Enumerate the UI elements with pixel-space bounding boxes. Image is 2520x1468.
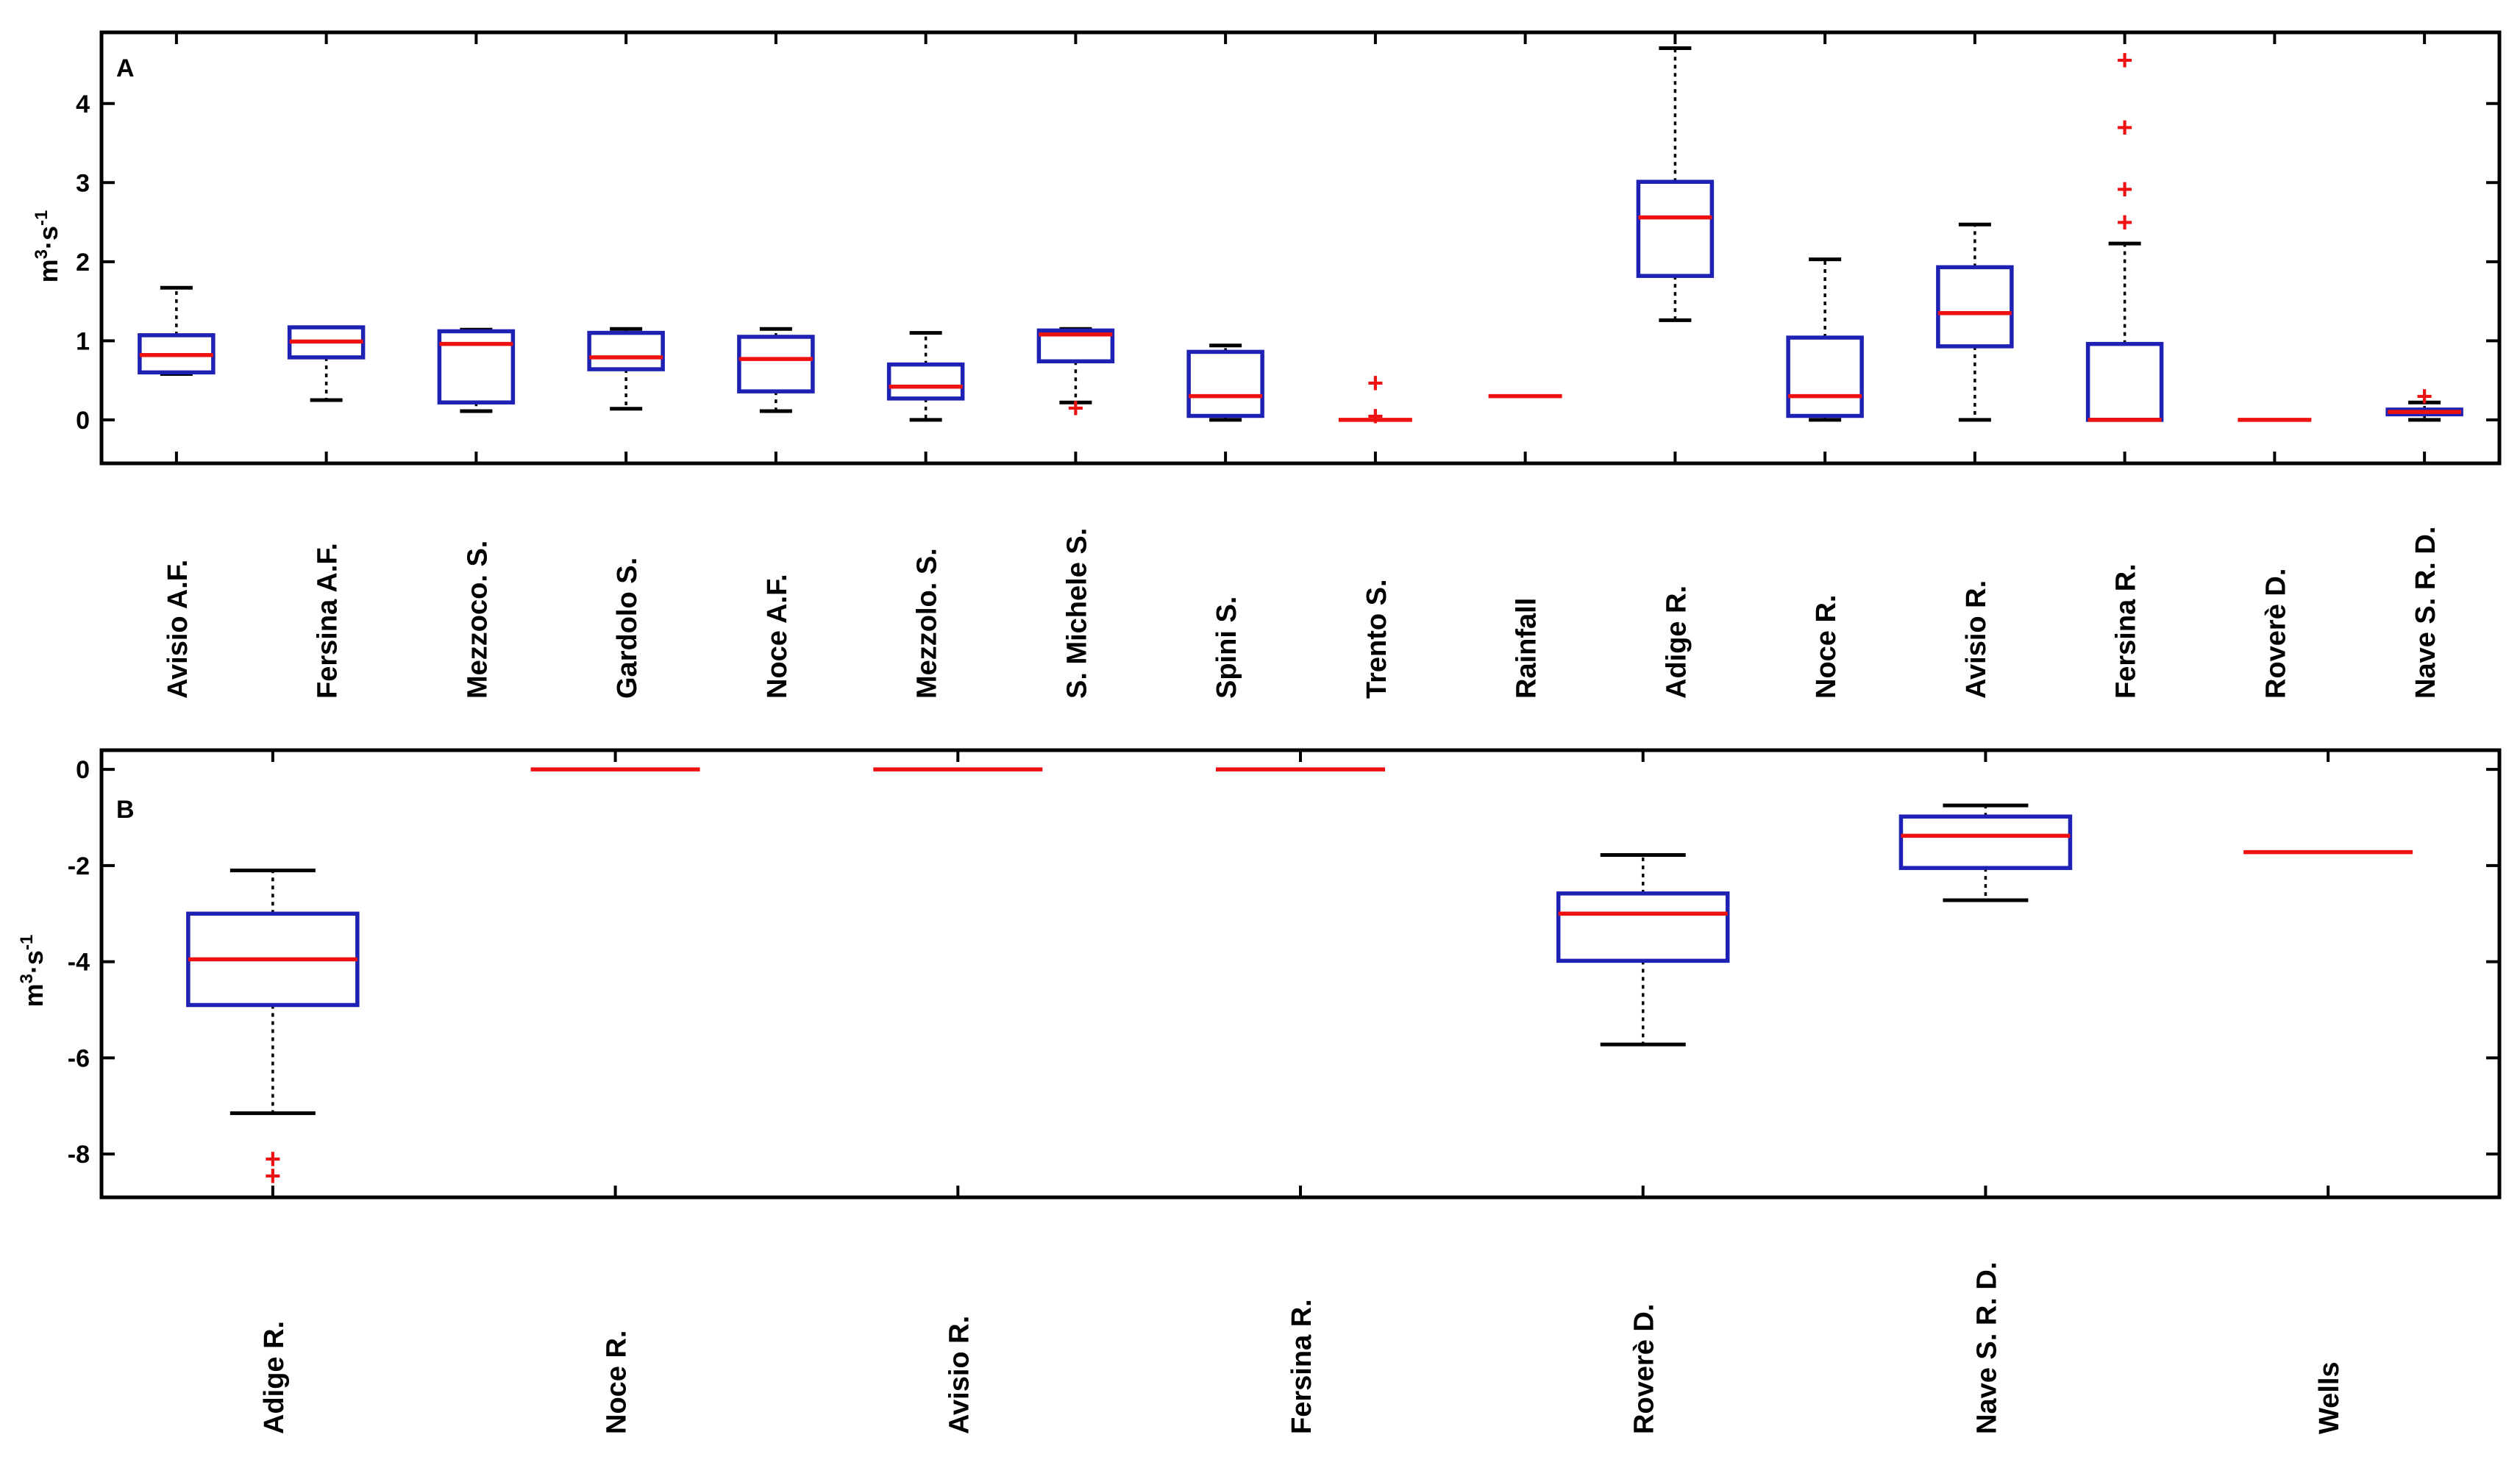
box-a-8: ++ bbox=[1338, 368, 1412, 432]
box-a-13: ++++ bbox=[2085, 46, 2164, 422]
panel-a-tag: A bbox=[116, 54, 135, 82]
box-a-10 bbox=[1636, 46, 1715, 322]
iqr-box bbox=[437, 329, 516, 405]
outlier-marker: + bbox=[2117, 113, 2133, 143]
panel-a-ytick-label: 3 bbox=[76, 169, 90, 197]
panel-b: 0 -2 -4 -6 -8 Bm3·s-1 ++ Adige R. Noce R. Avisio … bbox=[17, 748, 2502, 1434]
iqr-box bbox=[1898, 814, 2073, 870]
category-label: Noce A.F. bbox=[762, 574, 793, 699]
box-a-5 bbox=[886, 331, 965, 422]
box-a-11 bbox=[1786, 257, 1864, 422]
category-label: Noce R. bbox=[1811, 595, 1842, 699]
box-a-4 bbox=[737, 327, 815, 413]
box-a-3 bbox=[587, 327, 665, 411]
iqr-box bbox=[1186, 349, 1264, 418]
box-a-0 bbox=[138, 285, 216, 376]
panel-b-ylabel: m3·s-1 bbox=[17, 935, 49, 1008]
category-label: Fersina R. bbox=[2111, 563, 2142, 699]
category-label: Avisio R. bbox=[1961, 580, 1992, 699]
outlier-marker: + bbox=[265, 1144, 281, 1175]
box-a-6: + bbox=[1036, 327, 1115, 424]
iqr-box bbox=[1036, 328, 1115, 364]
outlier-marker: + bbox=[1367, 401, 1384, 432]
category-label: Rainfall bbox=[1512, 598, 1542, 699]
iqr-box bbox=[886, 362, 965, 401]
category-label: Mezzoco. S. bbox=[462, 541, 493, 699]
box-b-0: ++ bbox=[186, 868, 360, 1192]
panel-b-tag: B bbox=[116, 796, 135, 824]
box-a-2 bbox=[437, 327, 516, 413]
category-label: Fersina A.F. bbox=[313, 543, 344, 699]
panel-b-ytick-label: -8 bbox=[68, 1141, 90, 1169]
panel-a-ytick-label: 4 bbox=[76, 90, 90, 118]
outlier-marker: + bbox=[2117, 207, 2133, 238]
category-label: Roverè D. bbox=[2260, 569, 2291, 699]
panel-a-ytick-label: 0 bbox=[76, 407, 90, 435]
category-label: Fersina R. bbox=[1286, 1299, 1317, 1434]
panel-a-ytick-label: 2 bbox=[76, 249, 90, 277]
panel-a-ylabel: m3·s-1 bbox=[32, 210, 63, 283]
category-label: Mezzolo. S. bbox=[912, 548, 943, 699]
iqr-box bbox=[2085, 341, 2164, 422]
category-label: S. Michele S. bbox=[1061, 528, 1092, 699]
outlier-marker: + bbox=[1367, 368, 1384, 399]
category-label: Gardolo S. bbox=[612, 557, 643, 699]
box-b-5 bbox=[1898, 803, 2073, 902]
iqr-box bbox=[1556, 891, 1730, 963]
box-a-15: + bbox=[2385, 382, 2463, 422]
category-label: Nave S. R. D. bbox=[2410, 527, 2441, 699]
iqr-box bbox=[737, 335, 815, 393]
box-a-12 bbox=[1936, 222, 2014, 422]
outlier-marker: + bbox=[265, 1161, 281, 1192]
category-label: Avisio R. bbox=[944, 1316, 975, 1434]
category-label: Spini S. bbox=[1211, 596, 1242, 699]
outlier-marker: + bbox=[2117, 46, 2133, 76]
box-a-1 bbox=[287, 325, 366, 402]
category-label: Nave S. R. D. bbox=[1971, 1262, 2002, 1434]
box-a-7 bbox=[1186, 343, 1264, 422]
panel-b-ytick-label: 0 bbox=[76, 756, 90, 784]
category-label: Roverè D. bbox=[1629, 1304, 1660, 1434]
category-label: Adige R. bbox=[259, 1321, 290, 1434]
outlier-marker: + bbox=[1067, 393, 1083, 424]
category-label: Trento S. bbox=[1362, 579, 1392, 699]
outlier-marker: + bbox=[2416, 382, 2432, 413]
panel-b-ytick-label: -4 bbox=[68, 949, 90, 977]
panel-b-ytick-label: -2 bbox=[68, 852, 90, 880]
iqr-box bbox=[1636, 179, 1715, 278]
panel-a-ytick-label: 1 bbox=[76, 327, 90, 355]
category-label: Wells bbox=[2314, 1361, 2345, 1434]
panel-a-frame bbox=[99, 30, 2502, 466]
box-b-4 bbox=[1556, 853, 1730, 1047]
panel-b-ytick-label: -6 bbox=[68, 1044, 90, 1072]
iqr-box bbox=[1786, 335, 1864, 418]
iqr-box bbox=[1936, 265, 2014, 349]
category-label: Noce R. bbox=[602, 1330, 633, 1434]
category-label: Avisio A.F. bbox=[163, 560, 193, 699]
iqr-box bbox=[587, 330, 665, 371]
panel-b-frame bbox=[99, 748, 2502, 1200]
outlier-marker: + bbox=[2117, 174, 2133, 205]
category-label: Adige R. bbox=[1661, 585, 1692, 699]
